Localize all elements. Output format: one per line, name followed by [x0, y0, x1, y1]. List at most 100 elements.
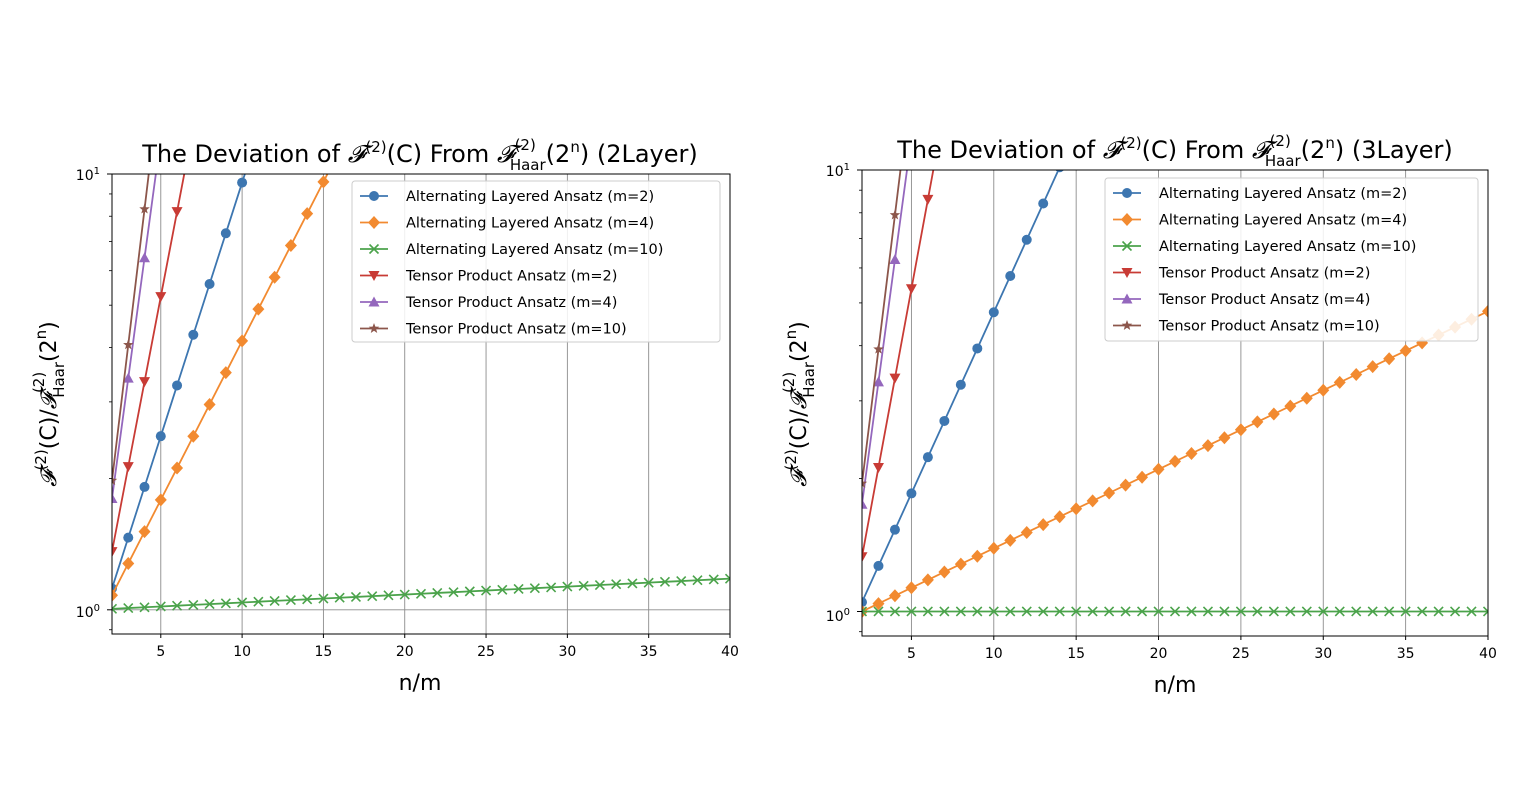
- data-point: [1186, 606, 1197, 617]
- data-point: [1038, 198, 1049, 209]
- legend-item-1: Alternating Layered Ansatz (m=4): [1113, 213, 1407, 229]
- data-point: [1169, 454, 1181, 468]
- data-point: [1038, 606, 1049, 617]
- data-point: [972, 343, 983, 354]
- data-point: [888, 589, 901, 603]
- data-point: [708, 574, 719, 585]
- data-point: [415, 588, 427, 599]
- data-point: [1004, 533, 1017, 547]
- data-point: [1482, 304, 1488, 318]
- data-point: [611, 579, 622, 590]
- x-axis-label: n/m: [1154, 673, 1197, 698]
- data-point: [1021, 234, 1032, 245]
- x-tick-label-30: 30: [558, 644, 576, 660]
- legend-label: Alternating Layered Ansatz (m=4): [1159, 213, 1407, 229]
- series-3: [112, 174, 186, 558]
- data-point: [123, 603, 134, 614]
- data-point: [922, 452, 933, 463]
- data-point: [1317, 383, 1330, 397]
- data-point: [1384, 606, 1395, 617]
- data-point: [676, 575, 687, 587]
- legend-marker: [368, 323, 380, 333]
- data-point: [1334, 606, 1345, 617]
- data-point: [448, 587, 459, 598]
- x-axis-label: n/m: [399, 671, 442, 696]
- data-point: [971, 549, 984, 563]
- data-point: [988, 606, 999, 617]
- x-tick-label-10: 10: [985, 646, 1003, 662]
- series-0: [862, 170, 1064, 608]
- data-point: [1219, 606, 1230, 617]
- series-line-1: [112, 174, 329, 596]
- legend-label: Alternating Layered Ansatz (m=2): [1159, 186, 1407, 202]
- data-point: [155, 431, 166, 442]
- data-point: [1235, 606, 1246, 617]
- series-line-0: [862, 170, 1060, 603]
- data-point: [139, 602, 150, 613]
- data-point: [905, 581, 918, 595]
- series-2: [112, 573, 730, 614]
- legend-item-0: Alternating Layered Ansatz (m=2): [1113, 186, 1407, 202]
- x-ticks: 5 10 15 20 25 30 35 40: [857, 169, 1497, 662]
- data-point: [154, 493, 167, 507]
- data-point: [171, 461, 184, 475]
- data-point: [318, 593, 329, 604]
- data-point: [123, 339, 134, 350]
- legend-frame: [1104, 177, 1479, 342]
- data-point: [988, 307, 999, 318]
- data-point: [139, 377, 151, 388]
- data-point: [1087, 606, 1098, 617]
- data-point: [889, 606, 901, 617]
- data-point: [203, 397, 216, 411]
- legend-label: Tensor Product Ansatz (m=4): [1158, 292, 1370, 308]
- data-point: [480, 585, 492, 596]
- data-point: [1169, 606, 1181, 617]
- x-tick-label-5: 5: [907, 646, 916, 662]
- series-2: [862, 606, 1488, 617]
- data-point: [1284, 399, 1297, 413]
- legend-label: Tensor Product Ansatz (m=10): [1158, 319, 1380, 335]
- legend-marker: [368, 216, 380, 229]
- y-tick-label-10-0: 100: [76, 603, 100, 621]
- chart-2layer: The Deviation of 𝓕(2)(C) From 𝓕(2) Haar(2…: [30, 136, 739, 696]
- data-point: [562, 581, 573, 592]
- data-point: [922, 194, 934, 205]
- data-point: [1103, 486, 1116, 500]
- x-tick-label-35: 35: [640, 644, 658, 660]
- data-point: [252, 302, 265, 316]
- data-point: [219, 366, 232, 380]
- x-tick-label-20: 20: [396, 644, 414, 660]
- data-point: [955, 606, 966, 617]
- data-point: [692, 575, 703, 586]
- data-point: [1333, 375, 1346, 389]
- data-point: [112, 547, 118, 558]
- data-point: [1482, 606, 1488, 617]
- data-point: [301, 207, 314, 221]
- data-point: [889, 209, 901, 220]
- data-point: [1449, 606, 1461, 617]
- data-point: [1119, 478, 1132, 492]
- legend-marker: [1122, 188, 1132, 198]
- legend-item-4: Tensor Product Ansatz (m=4): [1113, 292, 1370, 308]
- legend-marker: [1121, 293, 1133, 304]
- data-point: [1037, 518, 1050, 532]
- data-point: [383, 590, 394, 601]
- data-point: [643, 577, 654, 588]
- data-point: [1153, 606, 1164, 617]
- data-point: [578, 580, 589, 591]
- series-0: [112, 174, 248, 594]
- data-point: [171, 207, 183, 218]
- x-tick-label-35: 35: [1397, 646, 1415, 662]
- y-tick-label-10-1: 101: [76, 166, 100, 184]
- legend-item-1: Alternating Layered Ansatz (m=4): [360, 216, 654, 232]
- data-point: [1020, 525, 1033, 539]
- data-point: [546, 582, 557, 593]
- data-point: [350, 591, 362, 603]
- data-point: [939, 415, 950, 426]
- data-point: [204, 279, 215, 290]
- data-point: [122, 372, 134, 383]
- data-point: [1300, 391, 1313, 405]
- legend-marker: [368, 296, 380, 307]
- data-point: [237, 177, 248, 188]
